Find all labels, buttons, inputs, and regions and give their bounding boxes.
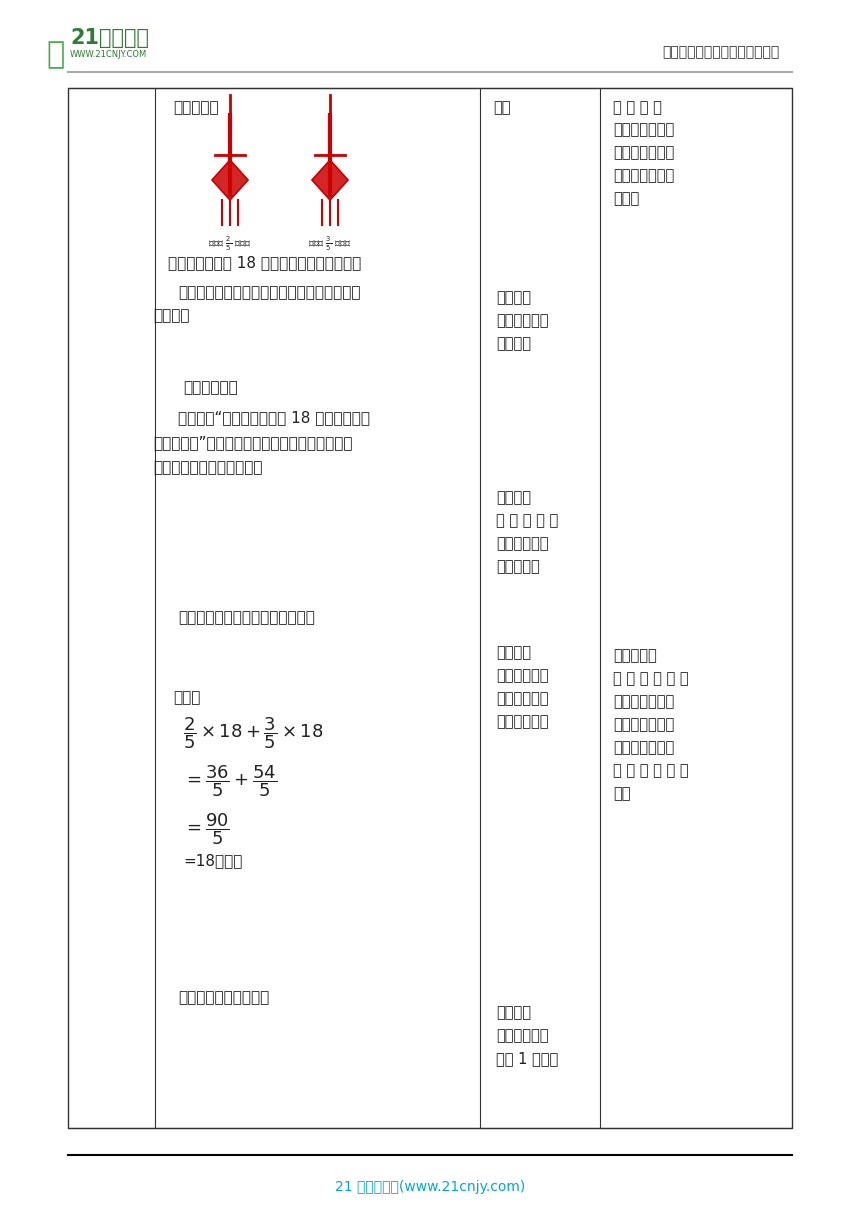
Text: 21世纪教育: 21世纪教育 (70, 28, 149, 47)
Text: 各做 1 个共用: 各做 1 个共用 (496, 1051, 558, 1066)
Text: 不同的综合算式解答此题。: 不同的综合算式解答此题。 (153, 460, 262, 475)
Text: 师：能说说你们是怎么解答的吗？: 师：能说说你们是怎么解答的吗？ (178, 610, 315, 625)
Text: 种中国结各用: 种中国结各用 (496, 691, 549, 706)
Text: 🏃: 🏃 (46, 40, 64, 69)
Text: 两种中国结各做 18 个，一共用彩绳多少米？: 两种中国结各做 18 个，一共用彩绳多少米？ (168, 255, 361, 270)
Text: 学生尝试: 学生尝试 (496, 490, 531, 505)
Text: 学生独自: 学生独自 (496, 289, 531, 305)
Text: 算，然后集体: 算，然后集体 (496, 536, 549, 551)
Text: 学生：先: 学生：先 (496, 1004, 531, 1020)
Text: 引导学生采: 引导学生采 (613, 648, 657, 663)
Text: 中小学教育资源及组卷应用平台: 中小学教育资源及组卷应用平台 (663, 45, 780, 60)
Text: 审题意识，为后: 审题意识，为后 (613, 145, 674, 161)
Text: 二、解决问题: 二、解决问题 (183, 379, 237, 395)
Text: 说说：先算两: 说说：先算两 (496, 668, 549, 683)
Text: 面解决问题提供: 面解决问题提供 (613, 168, 674, 182)
Text: 师：还可以怎样解答？: 师：还可以怎样解答？ (178, 990, 269, 1004)
Text: 彩绳多少米。: 彩绳多少米。 (496, 714, 549, 730)
Text: 展示：: 展示： (173, 689, 200, 705)
Bar (68, 88, 792, 1128)
Text: 课件出示：: 课件出示： (173, 100, 218, 116)
Text: $= \dfrac{36}{5} + \dfrac{54}{5}$: $= \dfrac{36}{5} + \dfrac{54}{5}$ (183, 762, 277, 799)
Text: 通 过 说 一: 通 过 说 一 (613, 100, 662, 116)
Text: 师：读一读，说说你知道了什么？要求的问题: 师：读一读，说说你知道了什么？要求的问题 (178, 285, 360, 300)
Text: 帮助。: 帮助。 (613, 191, 639, 206)
Text: 答，拓展学生的: 答，拓展学生的 (613, 694, 674, 709)
Text: 面研究分数四则: 面研究分数四则 (613, 741, 674, 755)
Polygon shape (312, 161, 348, 199)
Text: 阅读，然后自: 阅读，然后自 (496, 313, 549, 328)
Text: 算两种中国结: 算两种中国结 (496, 1028, 549, 1043)
Bar (68, 18, 228, 71)
Text: 每个用 $\frac{2}{5}$ 米彩绳: 每个用 $\frac{2}{5}$ 米彩绳 (208, 235, 252, 253)
Text: 师：要求“两种中国结各做 18 个，一共用彩: 师：要求“两种中国结各做 18 个，一共用彩 (178, 410, 370, 426)
Text: 备。: 备。 (613, 786, 630, 801)
Polygon shape (212, 161, 248, 199)
Text: 说，培养学生的: 说，培养学生的 (613, 122, 674, 137)
Text: 21 世纪教育网(www.21cnjy.com): 21 世纪教育网(www.21cnjy.com) (335, 1180, 525, 1194)
Text: 每个用 $\frac{3}{5}$ 米彩绳: 每个用 $\frac{3}{5}$ 米彩绳 (308, 235, 352, 253)
Text: 交流反馈。: 交流反馈。 (496, 559, 540, 574)
Text: 由说说。: 由说说。 (496, 336, 531, 351)
Text: =18（米）: =18（米） (183, 852, 243, 868)
Text: 混 合 运 算 做 准: 混 合 运 算 做 准 (613, 762, 689, 778)
Text: 绳多少米？”这个问题，可以怎样列式？尝试列出: 绳多少米？”这个问题，可以怎样列式？尝试列出 (153, 435, 353, 450)
Text: 用 多 种 方 法 解: 用 多 种 方 法 解 (613, 671, 689, 686)
Text: $\dfrac{2}{5} \times 18 + \dfrac{3}{5} \times 18$: $\dfrac{2}{5} \times 18 + \dfrac{3}{5} \… (183, 715, 323, 750)
Text: 列 出 算 式 计: 列 出 算 式 计 (496, 513, 558, 528)
Text: WWW.21CNJY.COM: WWW.21CNJY.COM (70, 50, 147, 60)
Text: 学生自由: 学生自由 (496, 644, 531, 660)
Text: 思维，同时为后: 思维，同时为后 (613, 717, 674, 732)
Text: 是什么？: 是什么？ (153, 308, 189, 323)
Text: 头。: 头。 (493, 100, 511, 116)
Text: $= \dfrac{90}{5}$: $= \dfrac{90}{5}$ (183, 811, 230, 846)
